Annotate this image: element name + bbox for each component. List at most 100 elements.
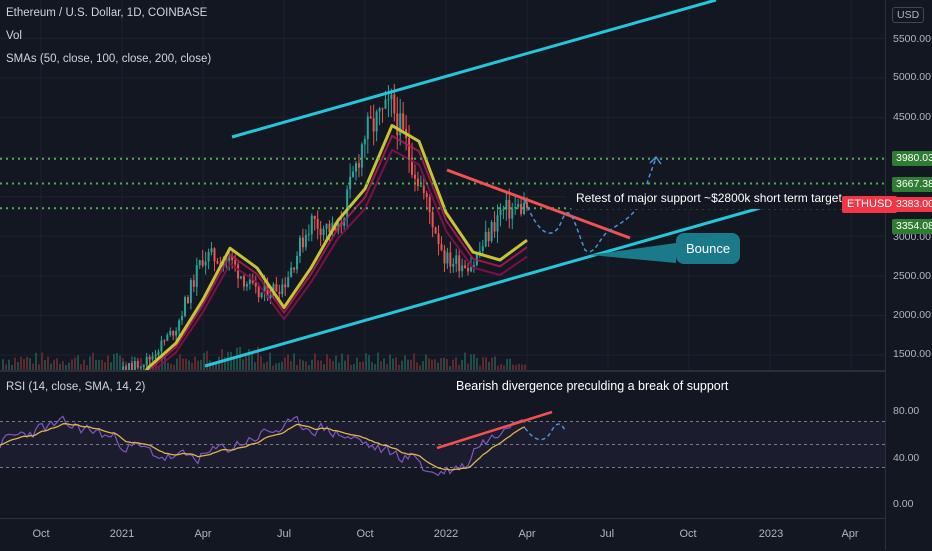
volume-bar [422, 361, 424, 370]
level-tag-3: 3354.08 [892, 219, 932, 234]
price-tick: 4500.00 [893, 111, 931, 123]
candle-body [260, 292, 263, 298]
volume-bar [497, 365, 499, 370]
volume-bar [332, 361, 334, 370]
volume-bar [473, 354, 475, 370]
volume-bar [8, 359, 10, 370]
candle-body [281, 284, 284, 295]
volume-bar [5, 364, 7, 370]
projection-path [524, 157, 657, 253]
candle-body [278, 291, 281, 295]
candle-body [464, 265, 467, 269]
time-axis[interactable]: Oct 2021 Apr Jul Oct 2022 Apr Jul Oct 20… [0, 518, 885, 551]
price-axis[interactable] [885, 0, 932, 550]
rsi-tick: 0.00 [893, 498, 914, 510]
candle-body [493, 222, 496, 232]
divergence-annotation[interactable]: Bearish divergence preculding a break of… [446, 375, 739, 397]
volume-bar [89, 356, 91, 370]
volume-bar [269, 352, 271, 370]
candle-body [257, 286, 260, 298]
bounce-annotation[interactable]: Bounce [676, 233, 741, 264]
candle-body [127, 363, 130, 370]
rsi-tick: 40.00 [893, 452, 920, 464]
time-tick: 2023 [758, 528, 784, 540]
volume-bar [158, 365, 160, 370]
volume-bar [329, 358, 331, 370]
volume-bar [347, 354, 349, 370]
volume-bar [287, 354, 289, 370]
currency-button[interactable]: USD [892, 7, 925, 23]
volume-bar [191, 362, 193, 370]
candle-body [287, 277, 290, 288]
candle-body [508, 199, 511, 219]
volume-bar [278, 362, 280, 370]
volume-bar [212, 364, 214, 370]
volume-bar [23, 359, 25, 370]
volume-bar [266, 361, 268, 370]
candle-body [166, 335, 169, 341]
candle-body [242, 276, 245, 287]
candle-body [234, 260, 237, 265]
candle-body [413, 174, 416, 179]
volume-bar [254, 362, 256, 370]
price-pane[interactable]: Ethereum / U.S. Dollar, 1D, COINBASE Vol… [0, 0, 885, 370]
candle-body [172, 330, 175, 336]
candle-body [523, 202, 526, 214]
volume-bar [503, 365, 505, 370]
volume-bar [56, 358, 58, 370]
candle-body [402, 113, 405, 130]
volume-bar [488, 361, 490, 370]
rsi-chart[interactable] [0, 372, 885, 517]
candle-body [437, 233, 440, 245]
volume-bar [62, 361, 64, 370]
rsi-pane[interactable]: RSI (14, close, SMA, 14, 2) Bearish dive… [0, 372, 885, 517]
volume-bar [353, 364, 355, 370]
volume-bar [95, 359, 97, 370]
volume-bar [293, 353, 295, 370]
candle-body [136, 360, 139, 368]
candle-body [381, 108, 384, 110]
candle-body [393, 94, 396, 114]
volume-bar [437, 362, 439, 370]
candle-body [360, 144, 363, 168]
candle-body [151, 356, 154, 360]
pane-separator[interactable] [0, 370, 885, 372]
volume-bar [413, 353, 415, 370]
volume-bar [491, 357, 493, 370]
volume-bar [416, 362, 418, 370]
candle-body [275, 284, 278, 292]
candle-body [469, 267, 472, 272]
volume-bar [86, 365, 88, 370]
volume-bar [404, 355, 406, 370]
candle-body [408, 138, 411, 158]
price-tick: 5500.00 [893, 33, 931, 45]
candle-body [502, 209, 505, 211]
candle-body [284, 284, 287, 288]
volume-bar [236, 347, 238, 370]
volume-bar [224, 357, 226, 370]
volume-bar [170, 363, 172, 370]
volume-bar [323, 364, 325, 370]
volume-bar [110, 362, 112, 370]
channel-upper-line [231, 0, 717, 139]
candle-body [169, 330, 172, 336]
volume-bar [83, 359, 85, 370]
candle-body [160, 340, 163, 352]
candle-body [369, 116, 372, 119]
retest-annotation[interactable]: Retest of major support ~$2800k short te… [566, 187, 852, 209]
candle-body [511, 208, 514, 219]
candle-body [186, 297, 189, 304]
candle-body [440, 244, 443, 251]
volume-bar [239, 347, 241, 370]
candle-body [446, 252, 449, 264]
candle-body [163, 340, 166, 342]
price-chart[interactable] [0, 0, 885, 370]
volume-bar [314, 353, 316, 370]
candle-body [461, 265, 464, 272]
time-tick: Jul [276, 528, 292, 540]
volume-bar [419, 365, 421, 370]
candle-body [304, 234, 307, 248]
volume-bar [335, 355, 337, 370]
candle-body [157, 351, 160, 355]
volume-bar [440, 358, 442, 370]
